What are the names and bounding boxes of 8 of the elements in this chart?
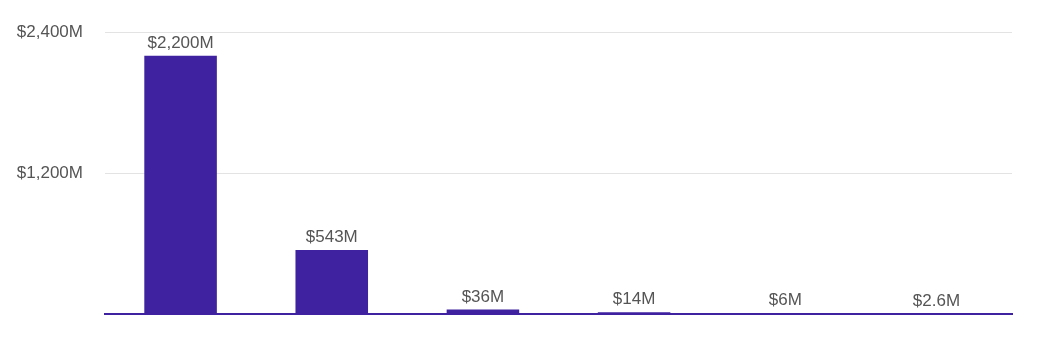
data-label: $2,200M [147, 32, 214, 52]
data-label: $543M [305, 227, 358, 247]
y-tick-label: $1,200M [16, 162, 83, 182]
data-label: $14M [612, 289, 656, 309]
y-tick-label: $2,400M [16, 21, 83, 41]
data-label: $36M [461, 286, 505, 306]
data-label: $6M [768, 290, 802, 310]
data-label: $2.6M [912, 290, 961, 310]
